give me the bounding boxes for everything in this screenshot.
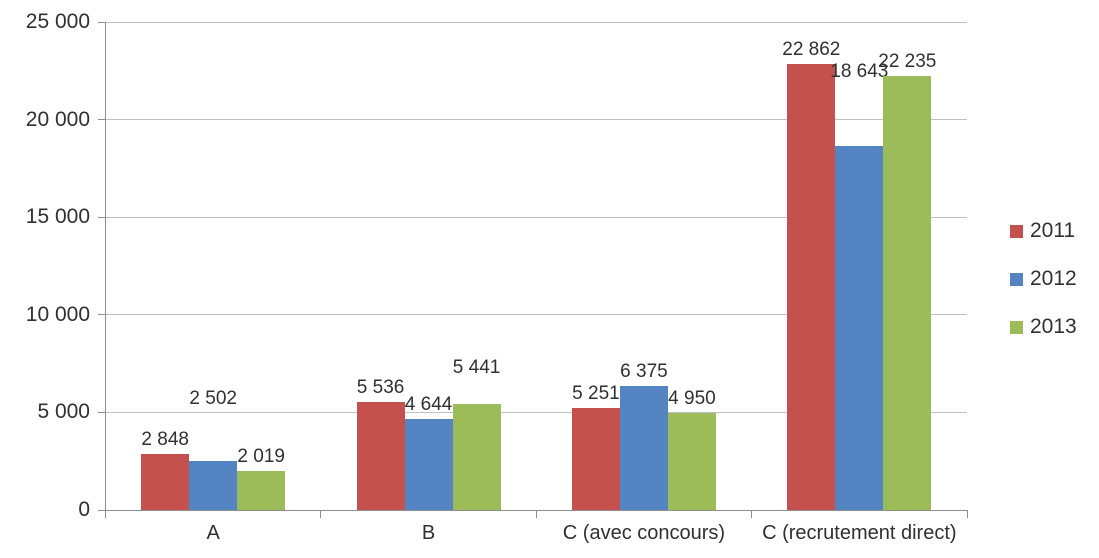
bar-2013-a <box>237 470 286 510</box>
bar-2011-a <box>141 454 190 510</box>
bar-value-label-2011-c-recrutement-direct: 22 862 <box>782 38 841 60</box>
bar-2013-c-recrutement-direct <box>883 75 932 510</box>
bar-value-label-2012-b: 4 644 <box>404 394 453 416</box>
x-axis-category-label: A <box>206 522 220 544</box>
legend-label: 2013 <box>1030 315 1077 338</box>
gridline <box>105 314 967 316</box>
bar-2013-b <box>452 403 501 510</box>
legend-label: 2012 <box>1030 267 1077 290</box>
y-axis-tick <box>97 314 106 316</box>
bar-2012-c-avec-concours <box>619 385 668 510</box>
x-axis-tick <box>535 510 537 518</box>
y-axis-tick <box>97 21 106 23</box>
legend-item-2011: 2011 <box>1010 218 1075 244</box>
legend-swatch-icon <box>1010 272 1023 286</box>
gridline <box>105 119 967 121</box>
gridline <box>105 411 967 413</box>
bar-value-label-2011-b: 5 536 <box>356 376 405 398</box>
y-axis-tick-label: 15 000 <box>25 205 90 229</box>
bar-2012-a <box>189 461 238 510</box>
bar-value-label-2013-c-recrutement-direct: 22 235 <box>878 50 937 72</box>
bar-2012-c-recrutement-direct <box>835 146 884 510</box>
bar-value-label-2013-b: 5 441 <box>452 356 501 378</box>
legend-item-2012: 2012 <box>1010 266 1077 292</box>
y-axis-tick-label: 0 <box>78 498 90 521</box>
legend-swatch-icon <box>1010 320 1023 334</box>
bar-2011-b <box>356 401 405 510</box>
bar-2012-b <box>404 419 453 510</box>
y-axis-tick <box>97 216 106 218</box>
y-axis-tick <box>97 119 106 121</box>
y-axis-tick-label: 25 000 <box>25 10 90 33</box>
bar-value-label-2012-c-avec-concours: 6 375 <box>620 360 668 382</box>
bar-2013-c-avec-concours <box>667 413 716 510</box>
y-axis-tick-label: 20 000 <box>25 107 90 131</box>
x-axis-tick <box>320 510 322 518</box>
legend-swatch-icon <box>1010 224 1023 238</box>
x-axis-category-label: B <box>421 522 436 544</box>
y-axis-tick <box>97 509 106 511</box>
bar-value-label-2013-c-avec-concours: 4 950 <box>668 388 716 410</box>
legend-item-2013: 2013 <box>1010 314 1077 340</box>
bar-2011-c-avec-concours <box>571 407 620 510</box>
gridline <box>105 21 967 23</box>
y-axis-tick-label: 10 000 <box>25 302 90 326</box>
y-axis-tick-label: 5 000 <box>37 400 90 424</box>
y-axis-tick <box>97 411 106 413</box>
y-axis-line <box>105 22 106 518</box>
x-axis-category-label: C (avec concours) <box>562 522 726 544</box>
legend-label: 2011 <box>1030 219 1076 242</box>
bar-value-label-2012-c-recrutement-direct: 18 643 <box>830 61 889 83</box>
bar-value-label-2011-a: 2 848 <box>141 429 189 451</box>
bar-value-label-2011-c-avec-concours: 5 251 <box>572 382 620 404</box>
gridline <box>105 216 967 218</box>
x-axis-category-label: C (recrutement direct) <box>762 522 957 544</box>
bar-value-label-2012-a: 2 502 <box>189 388 237 410</box>
x-axis-tick <box>751 510 753 518</box>
x-axis-tick <box>966 510 968 518</box>
bar-2011-c-recrutement-direct <box>787 63 836 510</box>
bar-value-label-2013-a: 2 019 <box>237 445 285 467</box>
